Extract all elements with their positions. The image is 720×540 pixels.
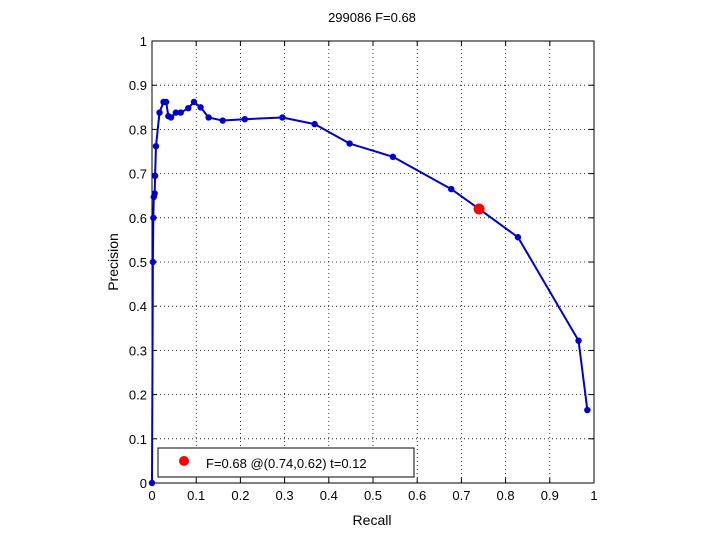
x-tick-label: 0 [148, 488, 155, 503]
y-tick-label: 0.7 [129, 167, 147, 182]
y-tick-label: 0.5 [129, 255, 147, 270]
grid [152, 41, 594, 483]
data-point [151, 172, 159, 180]
data-point [162, 98, 170, 106]
y-tick-label: 1 [140, 34, 147, 49]
legend-box [157, 447, 415, 478]
data-point [172, 109, 180, 116]
data-point [575, 337, 582, 344]
chart-title: 299086 F=0.68 [328, 10, 416, 25]
x-tick-label: 0.1 [187, 488, 205, 503]
y-tick-label: 0.9 [129, 78, 147, 93]
y-tick-label: 0.2 [129, 388, 147, 403]
data-point [241, 116, 249, 123]
data-point [219, 117, 226, 124]
data-point [156, 109, 163, 116]
data-point [190, 98, 198, 106]
y-tick-label: 0.1 [129, 432, 147, 447]
x-axis-title: Recall [353, 512, 392, 528]
y-axis-title: Precision [105, 233, 121, 291]
legend-label: F=0.68 @(0.74,0.62) t=0.12 [206, 456, 367, 471]
data-point [346, 140, 353, 147]
x-tick-label: 0.6 [408, 488, 426, 503]
series-layer [148, 98, 591, 487]
y-tick-label: 0.3 [129, 343, 147, 358]
x-tick-label: 0.8 [497, 488, 515, 503]
data-point [177, 109, 184, 116]
x-tick-label: 0.9 [541, 488, 559, 503]
data-point [185, 104, 192, 112]
data-point [197, 104, 204, 111]
data-point [514, 234, 522, 241]
x-tick-label: 0.4 [320, 488, 338, 503]
data-point [448, 185, 455, 193]
x-tick-label: 0.7 [452, 488, 470, 503]
data-point [205, 114, 212, 121]
data-point [167, 114, 175, 121]
data-point [151, 190, 158, 197]
x-tick-label: 1 [590, 488, 597, 503]
data-point [150, 214, 157, 221]
data-point [389, 153, 397, 161]
x-tick-label: 0.2 [231, 488, 249, 503]
x-tick-label: 0.3 [276, 488, 294, 503]
axis-ticks: 0 0.1 0.2 0.3 0.4 0.5 0.6 0.7 0.8 0.9 1 0 0.1 0.2 0.3 0… [129, 34, 598, 503]
data-point [148, 479, 156, 487]
data-point [311, 120, 318, 128]
y-tick-label: 0.6 [129, 211, 147, 226]
data-point [584, 406, 591, 414]
data-point [152, 142, 160, 150]
x-tick-label: 0.5 [364, 488, 382, 503]
data-point [149, 258, 157, 266]
data-point [279, 114, 286, 121]
legend: F=0.68 @(0.74,0.62) t=0.12 [157, 447, 415, 478]
legend-marker [179, 456, 189, 466]
y-tick-label: 0.8 [129, 122, 147, 137]
best-f-point [473, 203, 485, 215]
y-tick-label: 0 [140, 476, 147, 491]
y-tick-label: 0.4 [129, 299, 147, 314]
